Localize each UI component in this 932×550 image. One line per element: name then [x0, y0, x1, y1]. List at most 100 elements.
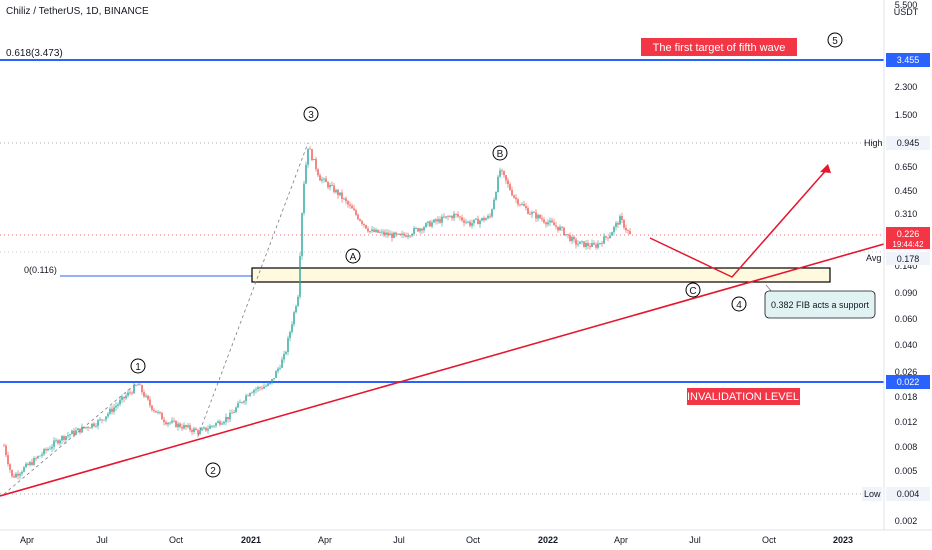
- x-axis-ticks: Apr Jul Oct 2021 Apr Jul Oct 2022 Apr Jul Oct 2023: [20, 535, 853, 545]
- candle-body: [627, 230, 629, 232]
- candle-body: [581, 241, 583, 243]
- candle-body: [133, 385, 135, 394]
- y-tick-label: 0.018: [895, 392, 918, 402]
- candle-body: [535, 212, 537, 219]
- candle-body: [429, 221, 431, 227]
- candle-body: [181, 427, 183, 429]
- candle-body: [149, 399, 151, 406]
- candle-body: [417, 228, 419, 232]
- svg-text:C: C: [689, 286, 696, 297]
- wave-label-A: A: [345, 248, 361, 264]
- candle-body: [481, 217, 483, 221]
- candle-body: [3, 445, 5, 447]
- y-tick-label: 0.002: [895, 516, 918, 526]
- candle-body: [207, 428, 209, 431]
- candle-body: [555, 225, 557, 227]
- candle-body: [437, 219, 439, 222]
- candle-body: [175, 420, 177, 428]
- y-tick-label: 0.008: [895, 442, 918, 452]
- candle-body: [405, 235, 407, 237]
- candle-body: [15, 473, 17, 478]
- candle-body: [427, 221, 429, 224]
- y-tick-label: 1.500: [895, 110, 918, 120]
- candle-body: [71, 430, 73, 435]
- candle-body: [503, 170, 505, 176]
- fib-0-label: 0(0.116): [24, 265, 57, 275]
- candle-body: [339, 192, 341, 196]
- candle-body: [501, 170, 503, 172]
- candle-body: [33, 458, 35, 465]
- candle-body: [291, 324, 293, 333]
- candle-body: [335, 189, 337, 193]
- candle-body: [619, 216, 621, 225]
- candle-body: [407, 235, 409, 237]
- candle-body: [159, 411, 161, 414]
- candle-body: [381, 231, 383, 233]
- candle-body: [81, 426, 83, 433]
- candle-body: [257, 387, 259, 390]
- candle-body: [101, 419, 103, 421]
- candle-body: [453, 213, 455, 219]
- candle-body: [177, 423, 179, 428]
- wave-label-B: B: [492, 145, 508, 161]
- candle-body: [531, 212, 533, 215]
- candle-body: [105, 416, 107, 420]
- candle-body: [353, 208, 355, 211]
- candle-body: [109, 408, 111, 414]
- candle-body: [53, 440, 55, 447]
- candle-body: [321, 179, 323, 181]
- candle-body: [483, 217, 485, 221]
- candle-body: [205, 427, 207, 431]
- low-value-tag: 0.004: [886, 487, 930, 501]
- candle-body: [451, 216, 453, 219]
- candle-body: [49, 448, 51, 450]
- avg-label: Avg: [866, 253, 881, 263]
- candle-body: [189, 425, 191, 430]
- candle-body: [383, 231, 385, 235]
- candle-body: [379, 232, 381, 233]
- candle-body: [241, 402, 243, 403]
- candle-body: [467, 221, 469, 223]
- candle-body: [115, 405, 117, 408]
- fib-support-box: [251, 267, 831, 283]
- candle-body: [235, 407, 237, 413]
- candle-body: [227, 416, 229, 420]
- candle-body: [599, 242, 601, 244]
- candle-body: [419, 228, 421, 232]
- candle-body: [25, 463, 27, 468]
- candle-body: [309, 148, 311, 150]
- candle-body: [607, 237, 609, 239]
- candle-body: [557, 226, 559, 231]
- candle-body: [233, 412, 235, 413]
- candle-body: [457, 214, 459, 217]
- svg-text:0.178: 0.178: [897, 254, 920, 264]
- candle-body: [229, 412, 231, 420]
- candle-body: [541, 218, 543, 220]
- x-tick-label: Apr: [318, 535, 332, 545]
- candle-body: [255, 389, 257, 391]
- svg-text:5: 5: [832, 36, 838, 47]
- candle-body: [197, 430, 199, 434]
- candle-body: [161, 413, 163, 420]
- svg-text:B: B: [497, 149, 504, 160]
- y-axis-currency: USDT: [894, 7, 919, 17]
- candle-body: [341, 192, 343, 199]
- candle-body: [123, 396, 125, 399]
- candle-body: [11, 469, 13, 477]
- candles-group: [3, 146, 631, 480]
- candle-body: [357, 214, 359, 220]
- candle-body: [217, 421, 219, 424]
- candle-body: [411, 234, 413, 236]
- wave-label-C: C: [685, 282, 701, 298]
- trendline: [0, 243, 885, 497]
- fib-0618-label: 0.618(3.473): [6, 48, 63, 59]
- candle-body: [199, 430, 201, 434]
- candle-body: [185, 425, 187, 428]
- candle-body: [7, 455, 9, 465]
- candle-body: [509, 184, 511, 190]
- candle-body: [443, 216, 445, 218]
- candle-body: [283, 353, 285, 360]
- candle-body: [397, 233, 399, 235]
- candle-body: [141, 385, 143, 393]
- candle-body: [373, 229, 375, 232]
